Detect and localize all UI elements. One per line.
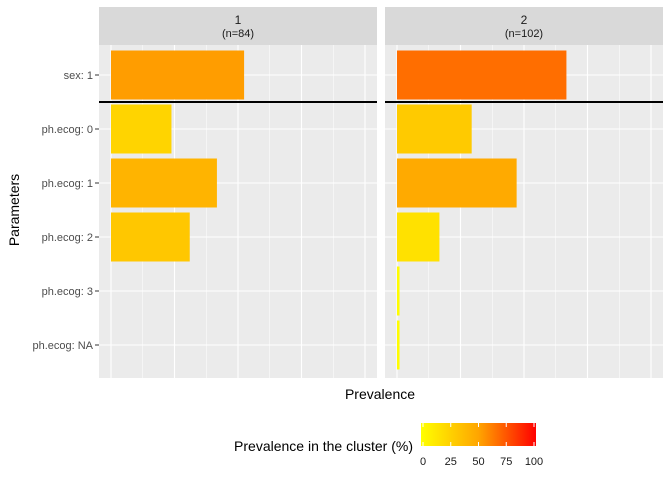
- facet-strip-label: 1: [235, 13, 242, 27]
- bar-ph-ecog-3: [397, 266, 400, 316]
- bar-ph-ecog-0: [397, 104, 472, 154]
- legend-colorbar: [421, 423, 536, 446]
- facet-strip-sublabel: (n=102): [505, 28, 543, 40]
- color-legend: Prevalence in the cluster (%) 0 25 50 75 100: [234, 423, 543, 468]
- legend-title: Prevalence in the cluster (%): [234, 438, 413, 454]
- y-tick-label: ph.ecog: 0: [42, 124, 93, 136]
- facet-strip: [385, 7, 663, 45]
- bar-ph-ecog-na: [397, 320, 400, 370]
- bar-ph-ecog-0: [111, 104, 172, 154]
- bar-sex-1: [397, 50, 567, 100]
- facet-strip: [99, 7, 377, 45]
- y-tick-label: ph.ecog: 1: [42, 178, 93, 190]
- facet-strip-label: 2: [521, 13, 528, 27]
- legend-tick-label: 50: [472, 456, 484, 468]
- facet-panel-2: 2(n=102): [385, 7, 663, 378]
- y-axis-title: Parameters: [6, 174, 22, 246]
- bar-ph-ecog-2: [397, 212, 440, 262]
- legend-tick-label: 25: [445, 456, 457, 468]
- bar-sex-1: [111, 50, 245, 100]
- y-tick-label: ph.ecog: 2: [42, 232, 93, 244]
- bar-ph-ecog-1: [111, 158, 217, 208]
- facet-strip-sublabel: (n=84): [222, 28, 254, 40]
- legend-tick-label: 0: [420, 456, 426, 468]
- y-tick-label: ph.ecog: 3: [42, 286, 93, 298]
- legend-tick-label: 100: [525, 456, 543, 468]
- facet-panels: 1(n=84)2(n=102): [99, 7, 663, 378]
- legend-tick-label: 75: [500, 456, 512, 468]
- bar-ph-ecog-2: [111, 212, 190, 262]
- x-axis-title: Prevalence: [345, 386, 415, 402]
- bar-ph-ecog-1: [397, 158, 517, 208]
- legend-ticks: 0 25 50 75 100: [420, 423, 543, 468]
- y-tick-label: sex: 1: [64, 70, 93, 82]
- y-tick-labels: sex: 1 ph.ecog: 0 ph.ecog: 1 ph.ecog: 2 ph.e…: [32, 70, 99, 352]
- facet-panel-1: 1(n=84): [99, 7, 377, 378]
- y-tick-label: ph.ecog: NA: [32, 340, 93, 352]
